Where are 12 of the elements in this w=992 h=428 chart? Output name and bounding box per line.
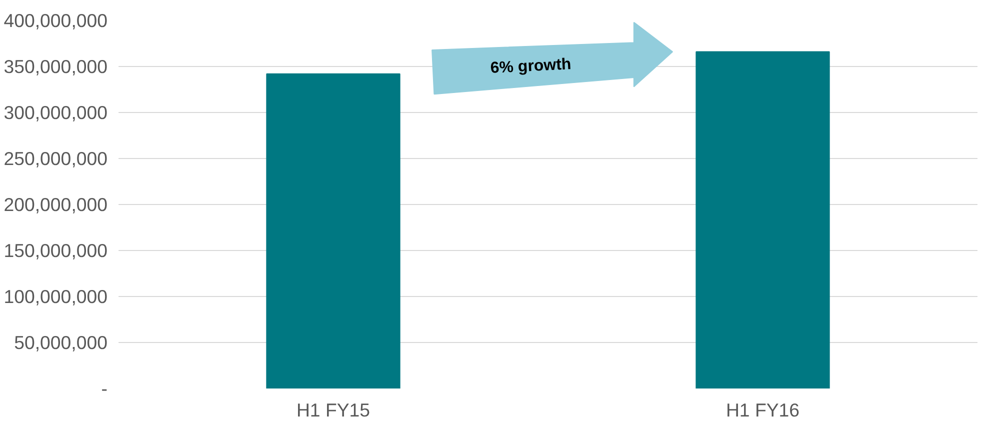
annotation: 6% growth: [490, 56, 572, 78]
y-tick-label: 50,000,000: [14, 332, 108, 353]
y-tick-label: 150,000,000: [4, 240, 108, 261]
x-tick-label: H1 FY16: [726, 400, 800, 420]
y-tick-label: 100,000,000: [4, 286, 108, 307]
y-tick-label: 350,000,000: [4, 56, 108, 77]
y-tick-label: 400,000,000: [4, 10, 108, 31]
y-tick-label: 200,000,000: [4, 194, 108, 215]
y-tick-label: 300,000,000: [4, 102, 108, 123]
y-tick-label: -: [101, 378, 108, 399]
y-tick-label: 250,000,000: [4, 148, 108, 169]
x-tick-label: H1 FY15: [296, 400, 370, 420]
